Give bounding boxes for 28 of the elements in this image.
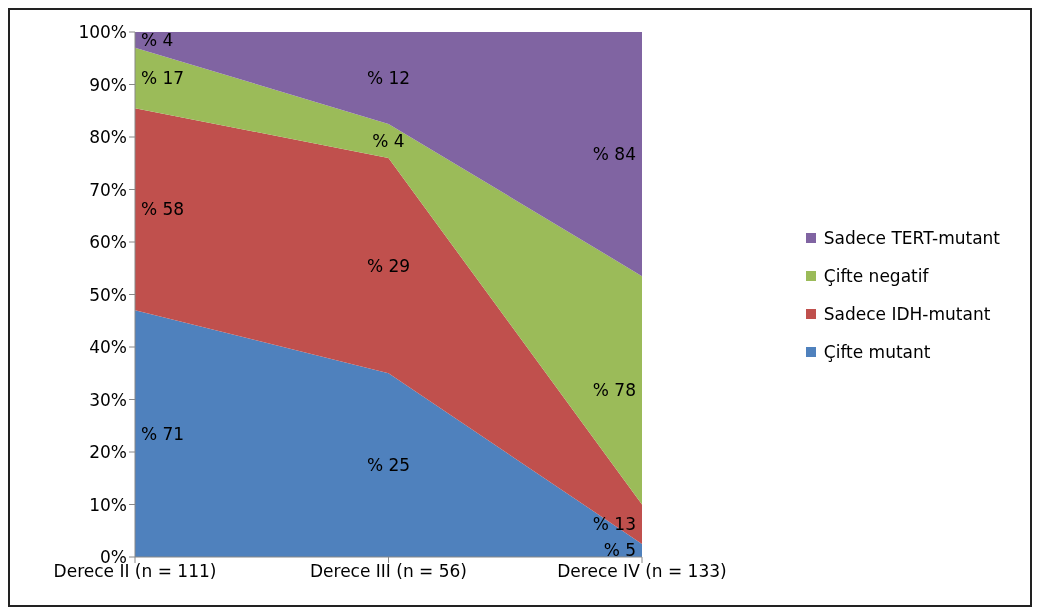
annotation: % 78 — [592, 380, 636, 401]
y-tick-label: 30% — [89, 389, 127, 410]
x-tick-label: Derece IV (n = 133) — [557, 561, 727, 582]
y-tick-label: 10% — [89, 494, 127, 515]
legend-label: Sadece TERT-mutant — [823, 227, 1000, 248]
y-tick-label: 100% — [78, 22, 127, 43]
annotation: % 13 — [592, 514, 636, 535]
annotation: % 29 — [366, 255, 411, 276]
annotation: % 71 — [141, 423, 185, 444]
annotation: % 12 — [366, 67, 411, 88]
y-tick-label: 60% — [89, 232, 127, 253]
legend-label: Çifte mutant — [823, 341, 931, 362]
y-tick-label: 90% — [89, 74, 127, 95]
y-tick-label: 70% — [89, 179, 127, 200]
annotation: % 58 — [141, 199, 185, 220]
annotation: % 17 — [141, 67, 185, 88]
x-tick-label: Derece III (n = 56) — [309, 561, 468, 582]
annotation: % 84 — [592, 144, 636, 165]
annotation: % 5 — [603, 540, 636, 561]
y-tick-label: 20% — [89, 442, 127, 463]
y-tick-label: 50% — [89, 284, 127, 305]
legend-label: Sadece IDH-mutant — [823, 303, 991, 324]
legend-label: Çifte negatif — [823, 265, 929, 286]
y-tick-label: 80% — [89, 127, 127, 148]
annotation: % 4 — [372, 130, 405, 151]
annotation: % 25 — [366, 455, 411, 476]
annotation: % 4 — [141, 29, 174, 50]
y-tick-label: 40% — [89, 337, 127, 358]
